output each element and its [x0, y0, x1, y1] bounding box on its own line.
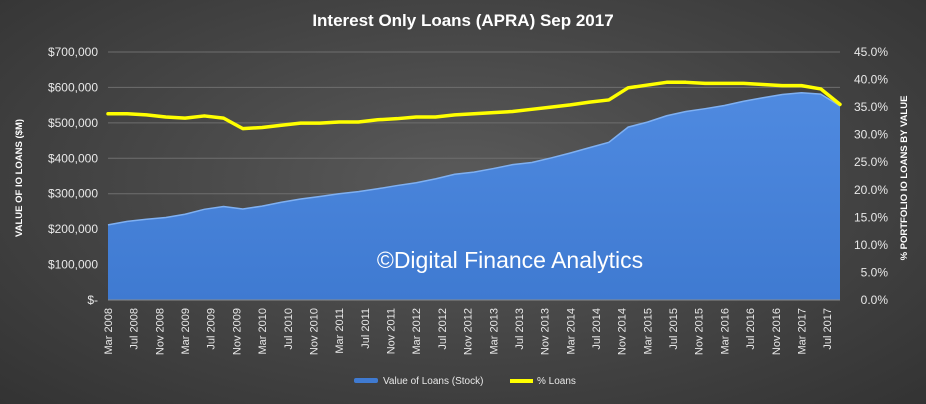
right-tick-label: 15.0% [854, 210, 888, 224]
chart-title: Interest Only Loans (APRA) Sep 2017 [312, 11, 613, 30]
left-tick-label: $500,000 [48, 116, 98, 130]
x-tick-label: Jul 2010 [283, 308, 295, 350]
area-series-group [107, 91, 841, 300]
legend-label-line: % Loans [537, 376, 576, 387]
x-tick-label: Mar 2011 [334, 308, 346, 354]
x-tick-label: Jul 2014 [591, 308, 603, 350]
x-tick-label: Mar 2009 [180, 308, 192, 354]
x-tick-label: Nov 2016 [771, 308, 783, 355]
x-tick-label: Jul 2008 [129, 308, 141, 350]
x-tick-label: Mar 2013 [488, 308, 500, 354]
right-tick-label: 20.0% [854, 183, 888, 197]
x-tick-label: Jul 2015 [668, 308, 680, 350]
x-tick-label: Nov 2009 [231, 308, 243, 355]
x-tick-label: Jul 2013 [514, 308, 526, 350]
left-tick-label: $700,000 [48, 45, 98, 59]
legend-swatch-area [354, 378, 378, 383]
x-tick-label: Jul 2012 [437, 308, 449, 350]
x-tick-label: Nov 2010 [308, 308, 320, 355]
left-axis-title: VALUE OF IO LOANS ($M) [14, 119, 25, 237]
right-tick-label: 35.0% [854, 100, 888, 114]
x-tick-label: Mar 2017 [796, 308, 808, 354]
legend-label-area: Value of Loans (Stock) [383, 376, 483, 387]
right-tick-label: 10.0% [854, 238, 888, 252]
right-tick-label: 25.0% [854, 155, 888, 169]
left-tick-label: $200,000 [48, 222, 98, 236]
legend: Value of Loans (Stock) % Loans [354, 376, 576, 387]
right-tick-label: 5.0% [861, 265, 889, 279]
x-tick-label: Mar 2015 [642, 308, 654, 354]
x-tick-label: Nov 2015 [694, 308, 706, 355]
x-tick-label: Mar 2014 [565, 308, 577, 354]
x-tick-label: Nov 2014 [617, 308, 629, 355]
area-series-value-of-loans [108, 92, 840, 300]
x-tick-label: Nov 2013 [540, 308, 552, 355]
line-series-group [106, 80, 842, 131]
x-tick-label: Jul 2009 [206, 308, 218, 350]
x-tick-label: Jul 2016 [745, 308, 757, 350]
x-tick-label: Mar 2010 [257, 308, 269, 354]
x-tick-label: Nov 2011 [386, 308, 398, 354]
x-tick-label: Nov 2012 [463, 308, 475, 355]
left-axis: $- $100,000 $200,000 $300,000 $400,000 $500,0… [48, 45, 98, 307]
right-axis-title: % PORTFOLIO IO LOANS BY VALUE [899, 96, 910, 261]
left-tick-label: $600,000 [48, 80, 98, 94]
right-tick-label: 40.0% [854, 73, 888, 87]
left-tick-label: $- [87, 293, 98, 307]
right-tick-label: 30.0% [854, 128, 888, 142]
x-axis: Mar 2008 Jul 2008 Nov 2008 Mar 2009 Jul 2009… [103, 299, 840, 355]
x-tick-label: Jul 2011 [360, 308, 372, 349]
right-tick-label: 0.0% [861, 293, 889, 307]
x-tick-label: Nov 2008 [154, 308, 166, 355]
right-tick-label: 45.0% [854, 45, 888, 59]
right-axis: 0.0% 5.0% 10.0% 15.0% 20.0% 25.0% 30.0% 35.0% 40… [854, 45, 888, 307]
left-tick-label: $300,000 [48, 187, 98, 201]
left-tick-label: $400,000 [48, 151, 98, 165]
x-tick-label: Mar 2016 [719, 308, 731, 354]
x-tick-label: Mar 2012 [411, 308, 423, 354]
watermark: ©Digital Finance Analytics [377, 247, 643, 273]
x-tick-label: Mar 2008 [103, 308, 115, 354]
x-tick-label: Jul 2017 [822, 308, 834, 350]
left-tick-label: $100,000 [48, 258, 98, 272]
